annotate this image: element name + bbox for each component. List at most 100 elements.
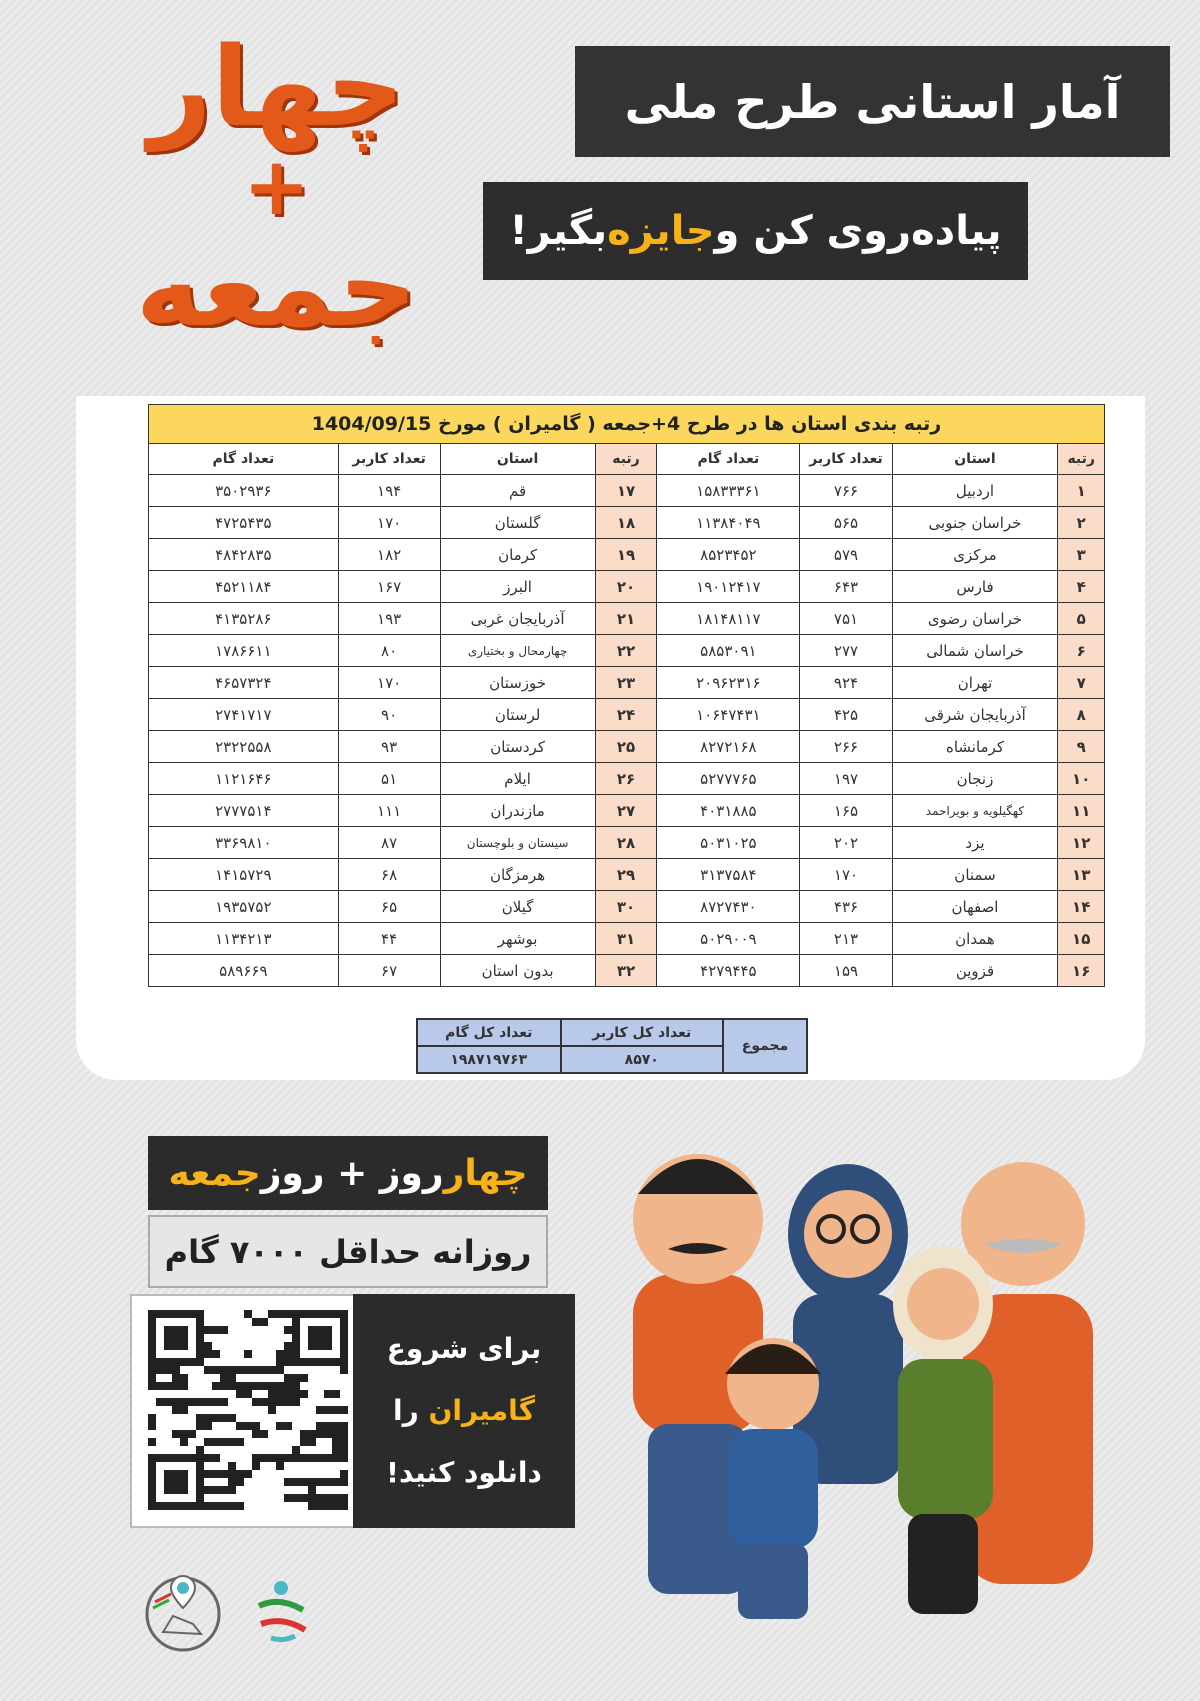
steps-cell: ۳۵۰۲۹۳۶ <box>148 474 339 507</box>
province-cell: هرمزگان <box>439 858 596 891</box>
table-row: ۴ فارس ۶۴۳ ۱۹۰۱۲۴۱۷ ۲۰ البرز ۱۶۷ ۴۵۲۱۱۸۴ <box>148 570 1105 603</box>
logo-line1: چهار <box>148 23 405 151</box>
steps-cell: ۴۷۲۵۴۳۵ <box>148 506 339 539</box>
users-cell: ۶۴۳ <box>799 570 893 603</box>
steps-cell: ۲۰۹۶۲۳۱۶ <box>656 666 801 699</box>
province-cell: کرمان <box>439 538 596 571</box>
subtitle-text-end: بگیر! <box>509 208 608 254</box>
steps-cell: ۴۸۴۲۸۳۵ <box>148 538 339 571</box>
steps-cell: ۴۱۳۵۲۸۶ <box>148 602 339 635</box>
rank-cell: ۱۵ <box>1057 922 1105 955</box>
table-row: ۵ خراسان رضوی ۷۵۱ ۱۸۱۴۸۱۱۷ ۲۱ آذربایجان غربی ۱… <box>148 602 1105 635</box>
users-cell: ۱۶۷ <box>337 570 441 603</box>
users-cell: ۱۵۹ <box>799 954 893 987</box>
rank-cell: ۲۶ <box>594 762 658 795</box>
rank-cell: ۱۷ <box>594 474 658 507</box>
promo-banner-steps: روزانه حداقل ۷۰۰۰ گام <box>148 1215 548 1288</box>
total-steps: ۱۹۸۷۱۹۷۶۳ <box>416 1045 562 1074</box>
rank-cell: ۶ <box>1057 634 1105 667</box>
province-cell: گلستان <box>439 506 596 539</box>
qr-code-icon[interactable] <box>148 1310 348 1510</box>
province-cell: فارس <box>891 570 1059 603</box>
steps-cell: ۲۷۷۷۵۱۴ <box>148 794 339 827</box>
users-cell: ۵۶۵ <box>799 506 893 539</box>
chahar-jome-logo: چهار + جمعه <box>76 22 477 369</box>
table-row: ۱۰ زنجان ۱۹۷ ۵۲۷۷۷۶۵ ۲۶ ایلام ۵۱ ۱۱۲۱۶۴۶ <box>148 762 1105 795</box>
promo-days: روز + روز <box>260 1152 444 1194</box>
province-cell: خراسان شمالی <box>891 634 1059 667</box>
sponsor-logos <box>145 1574 307 1652</box>
users-cell: ۴۴ <box>337 922 441 955</box>
column-header: تعداد گام <box>148 443 339 475</box>
table-row: ۷ تهران ۹۲۴ ۲۰۹۶۲۳۱۶ ۲۳ خوزستان ۱۷۰ ۴۶۵۷۳۲۴ <box>148 666 1105 699</box>
table-row: ۱۵ همدان ۲۱۳ ۵۰۲۹۰۰۹ ۳۱ بوشهر ۴۴ ۱۱۳۴۲۱۳ <box>148 922 1105 955</box>
steps-cell: ۴۲۷۹۴۴۵ <box>656 954 801 987</box>
table-row: ۹ کرمانشاه ۲۶۶ ۸۲۷۲۱۶۸ ۲۵ کردستان ۹۳ ۲۳۲۲۵۵۸ <box>148 730 1105 763</box>
table-row: ۱۶ قزوین ۱۵۹ ۴۲۷۹۴۴۵ ۳۲ بدون استان ۶۷ ۵۸۹۶۶۹ <box>148 954 1105 987</box>
steps-cell: ۵۰۳۱۰۲۵ <box>656 826 801 859</box>
ranking-table: رتبه بندی استان ها در طرح 4+جمعه ( گامیر… <box>148 404 1105 987</box>
rank-cell: ۷ <box>1057 666 1105 699</box>
table-row: ۲ خراسان جنوبی ۵۶۵ ۱۱۳۸۴۰۴۹ ۱۸ گلستان ۱۷۰ ۴۷۲۵۴… <box>148 506 1105 539</box>
province-cell: ایلام <box>439 762 596 795</box>
province-cell: خوزستان <box>439 666 596 699</box>
province-cell: همدان <box>891 922 1059 955</box>
steps-cell: ۱۵۸۳۳۳۶۱ <box>656 474 801 507</box>
province-cell: البرز <box>439 570 596 603</box>
province-cell: زنجان <box>891 762 1059 795</box>
steps-cell: ۸۷۲۷۴۳۰ <box>656 890 801 923</box>
rank-cell: ۹ <box>1057 730 1105 763</box>
province-cell: لرستان <box>439 698 596 731</box>
province-cell: اصفهان <box>891 890 1059 923</box>
rank-cell: ۲۴ <box>594 698 658 731</box>
rank-cell: ۲۹ <box>594 858 658 891</box>
logo-line2: جمعه <box>135 223 418 351</box>
rank-cell: ۸ <box>1057 698 1105 731</box>
rank-cell: ۲۷ <box>594 794 658 827</box>
rank-cell: ۲۰ <box>594 570 658 603</box>
users-cell: ۲۰۲ <box>799 826 893 859</box>
users-cell: ۱۶۵ <box>799 794 893 827</box>
steps-cell: ۵۰۲۹۰۰۹ <box>656 922 801 955</box>
column-header: رتبه <box>1057 443 1105 475</box>
users-cell: ۱۷۰ <box>799 858 893 891</box>
province-cell: سیستان و بلوچستان <box>439 826 596 859</box>
column-header: رتبه <box>594 443 658 475</box>
steps-cell: ۳۳۶۹۸۱۰ <box>148 826 339 859</box>
rank-cell: ۱۴ <box>1057 890 1105 923</box>
steps-cell: ۱۴۱۵۷۲۹ <box>148 858 339 891</box>
steps-cell: ۴۰۳۱۸۸۵ <box>656 794 801 827</box>
family-walking-illustration <box>633 1154 1093 1619</box>
rank-cell: ۲۳ <box>594 666 658 699</box>
steps-cell: ۱۱۳۴۲۱۳ <box>148 922 339 955</box>
steps-cell: ۲۷۴۱۷۱۷ <box>148 698 339 731</box>
rank-cell: ۲۵ <box>594 730 658 763</box>
users-cell: ۶۵ <box>337 890 441 923</box>
rank-cell: ۲۲ <box>594 634 658 667</box>
users-cell: ۲۶۶ <box>799 730 893 763</box>
download-line3: دانلود کنید! <box>386 1456 542 1489</box>
steps-cell: ۳۱۳۷۵۸۴ <box>656 858 801 891</box>
page-subtitle: پیاده‌روی کن و جایزه بگیر! <box>483 182 1028 280</box>
rank-cell: ۳ <box>1057 538 1105 571</box>
province-cell: مازندران <box>439 794 596 827</box>
rank-cell: ۱۰ <box>1057 762 1105 795</box>
table-row: ۸ آذربایجان شرقی ۴۲۵ ۱۰۶۴۷۴۳۱ ۲۴ لرستان ۹۰ ۲۷۴۱… <box>148 698 1105 731</box>
rank-cell: ۳۲ <box>594 954 658 987</box>
rank-cell: ۲ <box>1057 506 1105 539</box>
column-header: استان <box>891 443 1059 475</box>
steps-cell: ۴۵۲۱۱۸۴ <box>148 570 339 603</box>
province-cell: یزد <box>891 826 1059 859</box>
table-row: ۱۴ اصفهان ۴۳۶ ۸۷۲۷۴۳۰ ۳۰ گیلان ۶۵ ۱۹۳۵۷۵۲ <box>148 890 1105 923</box>
province-cell: آذربایجان شرقی <box>891 698 1059 731</box>
page-title: آمار استانی طرح ملی <box>575 46 1170 157</box>
province-cell: کرمانشاه <box>891 730 1059 763</box>
subtitle-highlight: جایزه <box>607 208 715 254</box>
table-caption: رتبه بندی استان ها در طرح 4+جمعه ( گامیر… <box>148 404 1105 444</box>
province-cell: آذربایجان غربی <box>439 602 596 635</box>
rank-cell: ۲۸ <box>594 826 658 859</box>
province-cell: کردستان <box>439 730 596 763</box>
walking-shoe-logo-icon <box>145 1574 221 1652</box>
logo-plus: + <box>242 140 311 233</box>
users-cell: ۶۸ <box>337 858 441 891</box>
